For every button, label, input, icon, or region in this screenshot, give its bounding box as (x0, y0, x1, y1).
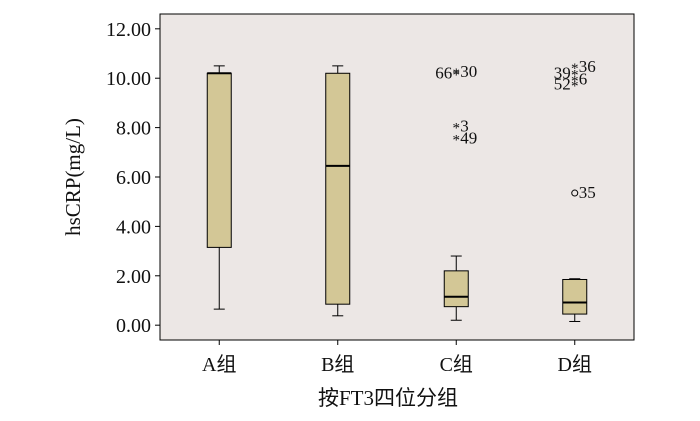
outlier-point: *39 (554, 63, 579, 83)
boxes (206, 65, 588, 322)
outlier-circle (571, 189, 579, 197)
plot-area (159, 13, 635, 341)
box-2 (325, 65, 351, 317)
x-tick-label: A组 (202, 353, 236, 376)
y-tick-label: 0.00 (116, 315, 151, 337)
y-tick-label: 8.00 (116, 118, 151, 140)
iqr-box (562, 278, 588, 315)
iqr-box (443, 270, 469, 308)
outlier-star: * (571, 61, 579, 77)
outlier-star: * (453, 133, 461, 149)
outlier-point: *66 (435, 63, 460, 83)
y-tick-label: 2.00 (116, 266, 151, 288)
outlier-label: 30 (460, 62, 477, 81)
outlier-label: 66 (435, 63, 452, 82)
outlier-point: 35 (571, 183, 596, 202)
iqr-box (325, 72, 351, 305)
outlier-label: 49 (460, 129, 477, 148)
outlier-star: * (453, 67, 461, 83)
outlier-point: * 30 (453, 62, 478, 82)
y-tick-label: 6.00 (116, 167, 151, 189)
iqr-box (206, 72, 232, 248)
outlier-label: 3 (460, 116, 469, 135)
outlier-star: * (571, 78, 579, 94)
outlier-point: * 3 (453, 116, 469, 136)
outlier-star: * (571, 73, 579, 89)
box-4 (562, 278, 588, 322)
x-tick-label: D组 (558, 353, 592, 376)
outlier-label: 6 (579, 69, 588, 88)
box-1 (206, 65, 232, 310)
x-tick-label: B组 (321, 353, 354, 376)
box-3 (443, 255, 469, 321)
outlier-label: 39 (554, 63, 571, 82)
outlier-star: * (453, 66, 461, 82)
outlier-label: 52 (554, 74, 571, 93)
outlier-label: 36 (579, 57, 596, 76)
outlier-point: * 6 (571, 69, 587, 89)
x-axis-title: 按FT3四位分组 (318, 386, 458, 410)
y-axis-title: hsCRP(mg/L) (61, 118, 85, 236)
x-axis: A组 B组 C组 D组 (202, 340, 592, 376)
outlier-star: * (571, 67, 579, 83)
outlier-label: 35 (579, 183, 596, 202)
outlier-point: * 36 (571, 57, 596, 77)
y-tick-label: 12.00 (106, 19, 151, 41)
x-tick-label: C组 (440, 353, 473, 376)
y-axis: 0.00 2.00 4.00 6.00 8.00 10.00 12.00 (106, 19, 160, 337)
y-tick-label: 4.00 (116, 216, 151, 238)
outlier-point: *52 (554, 74, 579, 94)
y-tick-label: 10.00 (106, 68, 151, 90)
outlier-point: * 49 (453, 129, 478, 149)
outlier-star: * (453, 120, 461, 136)
